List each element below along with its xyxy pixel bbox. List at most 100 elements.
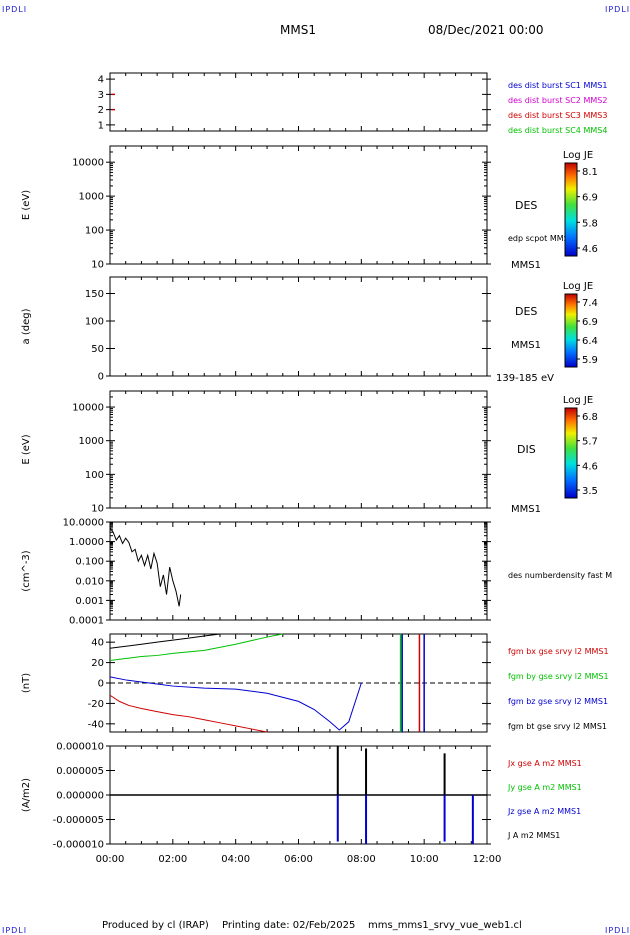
fgm-legend: fgm bt gse srvy l2 MMS1 xyxy=(508,722,607,731)
dis-energy-colorbar-tick-label: 4.6 xyxy=(582,461,598,472)
fgm-panel-ytick-label: -20 xyxy=(88,699,104,710)
des-energy-colorbar-tick-label: 4.6 xyxy=(582,244,598,255)
density-panel-ytick-label: 10.0000 xyxy=(63,518,104,529)
des-pitch-panel-ytick-label: 150 xyxy=(85,289,104,300)
des-energy-colorbar-gradient xyxy=(564,162,578,257)
current-panel-ytick-label: 0.000005 xyxy=(56,766,104,777)
time-tick-label: 02:00 xyxy=(158,854,187,865)
fgm-legend: fgm bz gse srvy l2 MMS1 xyxy=(508,697,608,706)
dis-energy-colorbar-tick-label: 5.7 xyxy=(582,437,598,448)
des-energy-colorbar-tick-label: 8.1 xyxy=(582,167,598,178)
fgm-panel-ytick-label: -40 xyxy=(88,719,104,730)
burst-panel-ytick-label: 3 xyxy=(98,90,104,101)
dis-energy-ylabel: E (eV) xyxy=(21,434,32,464)
current-legend: Jz gse A m2 MMS1 xyxy=(507,807,581,816)
burst-legend: des dist burst SC2 MMS2 xyxy=(508,96,607,105)
current-panel-ytick-label: 0.000000 xyxy=(56,791,104,802)
time-tick-label: 04:00 xyxy=(221,854,250,865)
burst-legend: des dist burst SC1 MMS1 xyxy=(508,81,607,90)
dis-energy-colorbar-gradient xyxy=(564,407,578,499)
des-energy-instrument: DES xyxy=(515,199,537,212)
corner-logo-bottom-right: IPDLI xyxy=(605,926,630,935)
current-legend: Jx gse A m2 MMS1 xyxy=(507,759,582,768)
dis-energy-instrument: DIS xyxy=(517,443,536,456)
fgm-legend: fgm by gse srvy l2 MMS1 xyxy=(508,672,609,681)
density-panel-frame xyxy=(109,521,488,621)
footer-printing-date: Printing date: 02/Feb/2025 xyxy=(222,920,356,931)
dis-energy-panel-ytick-label: 1000 xyxy=(79,436,104,447)
current-legend: J A m2 MMS1 xyxy=(507,831,560,840)
fgm-series-line xyxy=(109,694,268,733)
des-pitch-panel-ytick-label: 50 xyxy=(91,344,104,355)
corner-logo-top-left: IPDLI xyxy=(2,5,28,14)
density-series-line xyxy=(109,527,182,607)
burst-panel-ytick-label: 1 xyxy=(98,120,104,131)
des-energy-secondary: edp scpot MMS1 xyxy=(508,234,574,243)
current-ylabel: (A/m2) xyxy=(21,778,32,812)
burst-legend: des dist burst SC3 MMS3 xyxy=(508,111,607,120)
current-legend: Jy gse A m2 MMS1 xyxy=(507,783,582,792)
dis-energy-panel-ytick-label: 100 xyxy=(85,470,104,481)
time-tick-label: 08:00 xyxy=(347,854,376,865)
des-pitch-instrument: DES xyxy=(515,305,537,318)
corner-logo-top-right: IPDLI xyxy=(605,5,630,14)
dis-energy-colorbar-tick-label: 6.8 xyxy=(582,412,598,423)
des-pitch-colorbar-gradient xyxy=(564,293,578,368)
density-panel-ytick-label: 0.001 xyxy=(75,596,104,607)
dis-energy-colorbar-title: Log JE xyxy=(563,395,593,406)
fgm-series-line xyxy=(109,633,283,662)
des-pitch-panel-ytick-label: 100 xyxy=(85,317,104,328)
des-pitch-ylabel: a (deg) xyxy=(21,308,32,344)
footer-produced-by: Produced by cl (IRAP) xyxy=(102,920,209,931)
des-energy-colorbar-title: Log JE xyxy=(563,150,593,161)
density-panel-ytick-label: 0.100 xyxy=(75,557,104,568)
dis-energy-colorbar-tick-label: 3.5 xyxy=(582,486,598,497)
fgm-panel-ytick-label: 20 xyxy=(91,658,104,669)
time-tick-label: 12:00 xyxy=(473,854,502,865)
current-panel-ytick-label: -0.000010 xyxy=(53,840,104,851)
des-pitch-secondary: MMS1 xyxy=(511,340,541,351)
des-pitch-colorbar-tick-label: 7.4 xyxy=(582,298,598,309)
fgm-ylabel: (nT) xyxy=(21,673,32,693)
time-tick-label: 06:00 xyxy=(284,854,313,865)
burst-panel-ytick-label: 4 xyxy=(98,75,104,86)
fgm-series-line xyxy=(109,633,221,649)
fgm-legend: fgm bx gse srvy l2 MMS1 xyxy=(508,647,609,656)
fgm-series-line xyxy=(109,676,362,731)
des-energy-panel-frame xyxy=(109,145,488,265)
dis-energy-panel-frame xyxy=(109,390,488,509)
des-energy-panel-ytick-label: 1000 xyxy=(79,192,104,203)
burst-panel-frame xyxy=(109,72,488,132)
fgm-panel-ytick-label: 40 xyxy=(91,638,104,649)
burst-panel-ytick-label: 2 xyxy=(98,105,104,116)
corner-logo-bottom-left: IPDLI xyxy=(2,926,28,935)
des-pitch-colorbar-tick-label: 5.9 xyxy=(582,355,598,366)
time-tick-label: 10:00 xyxy=(410,854,439,865)
burst-legend: des dist burst SC4 MMS4 xyxy=(508,126,607,135)
dis-energy-panel-ytick-label: 10000 xyxy=(72,403,104,414)
dis-energy-spacecraft: MMS1 xyxy=(511,504,541,515)
des-pitch-colorbar-tick-label: 6.4 xyxy=(582,336,598,347)
des-energy-ylabel: E (eV) xyxy=(21,190,32,220)
current-panel-ytick-label: 0.000010 xyxy=(56,742,104,753)
des-pitch-energy-range: 139-185 eV xyxy=(496,373,554,384)
density-legend: des numberdensity fast M xyxy=(508,571,612,580)
des-pitch-colorbar-title: Log JE xyxy=(563,281,593,292)
des-pitch-panel-ytick-label: 0 xyxy=(98,372,104,383)
des-energy-colorbar-tick-label: 5.8 xyxy=(582,218,598,229)
des-pitch-panel-frame xyxy=(109,276,488,377)
footer-filename: mms_mms1_srvy_vue_web1.cl xyxy=(368,920,522,931)
des-energy-colorbar-tick-label: 6.9 xyxy=(582,193,598,204)
des-energy-panel-ytick-label: 10000 xyxy=(72,158,104,169)
density-panel-ytick-label: 0.0001 xyxy=(69,616,104,627)
des-pitch-colorbar-tick-label: 6.9 xyxy=(582,317,598,328)
des-energy-panel-ytick-label: 100 xyxy=(85,226,104,237)
des-energy-panel-ytick-label: 10 xyxy=(91,260,104,271)
density-panel-ytick-label: 0.010 xyxy=(75,576,104,587)
fgm-panel-ytick-label: 0 xyxy=(98,679,104,690)
date-time-title: 08/Dec/2021 00:00 xyxy=(428,23,544,37)
density-ylabel: (cm^-3) xyxy=(21,550,32,591)
current-panel-ytick-label: -0.000005 xyxy=(53,815,104,826)
